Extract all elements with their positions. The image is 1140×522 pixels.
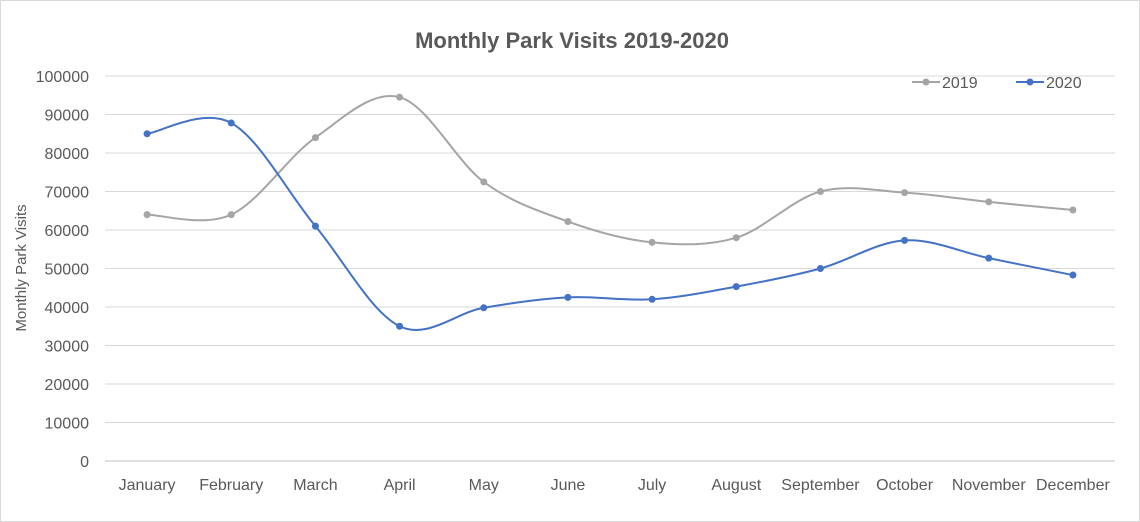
x-tick-label: May	[469, 477, 499, 494]
data-point	[648, 295, 656, 303]
data-point	[564, 218, 572, 226]
series-2019	[143, 93, 1077, 246]
data-point	[143, 211, 151, 219]
series-line	[146, 117, 1074, 332]
x-tick-label: October	[876, 477, 934, 494]
series-line	[147, 95, 1074, 246]
data-point	[1069, 206, 1077, 214]
x-tick-label: January	[119, 477, 176, 494]
legend-item-2019: 2019	[912, 75, 978, 92]
chart-title: Monthly Park Visits 2019-2020	[415, 28, 729, 53]
legend-marker	[1026, 78, 1034, 86]
x-tick-label: November	[952, 477, 1026, 494]
data-point	[564, 293, 572, 301]
data-point	[396, 322, 404, 330]
x-tick-label: March	[293, 477, 337, 494]
data-point	[985, 198, 993, 206]
y-tick-label: 40000	[45, 300, 90, 317]
x-tick-label: December	[1036, 477, 1110, 494]
y-tick-label: 70000	[45, 185, 90, 202]
y-tick-label: 50000	[45, 262, 90, 279]
y-tick-label: 20000	[45, 377, 90, 394]
series-layer	[143, 93, 1077, 332]
data-point	[901, 236, 909, 244]
y-tick-label: 0	[80, 454, 89, 471]
gridlines	[105, 75, 1115, 462]
data-point	[480, 304, 488, 312]
data-point	[816, 188, 824, 195]
y-tick-label: 60000	[45, 223, 90, 240]
data-point	[648, 238, 656, 246]
data-point	[480, 178, 488, 186]
y-tick-label: 100000	[36, 69, 89, 86]
y-tick-label: 10000	[45, 416, 90, 433]
x-tick-label: June	[551, 477, 586, 494]
legend: 2019 2020	[912, 75, 1082, 92]
legend-marker	[922, 78, 930, 86]
x-tick-label: August	[711, 477, 761, 494]
legend-label: 2019	[942, 75, 978, 92]
data-point	[311, 134, 319, 142]
x-tick-label: April	[384, 477, 416, 494]
series-2020	[143, 117, 1077, 332]
data-point	[1069, 271, 1077, 279]
legend-item-2020: 2020	[1016, 75, 1082, 92]
data-point	[732, 234, 740, 242]
data-point	[396, 93, 404, 101]
y-axis-ticks: 0 10000 20000 30000 40000 50000 60000 70000 8000…	[36, 69, 89, 471]
data-point	[985, 254, 993, 262]
x-tick-label: September	[781, 477, 860, 494]
data-point	[227, 119, 235, 127]
x-tick-label: July	[638, 477, 666, 494]
y-axis-title: Monthly Park Visits	[13, 204, 30, 331]
x-tick-label: February	[199, 477, 263, 494]
data-point	[816, 265, 824, 272]
data-point	[227, 211, 235, 219]
data-point	[311, 222, 319, 230]
y-tick-label: 90000	[45, 108, 90, 125]
data-point	[901, 189, 909, 197]
legend-label: 2020	[1046, 75, 1082, 92]
data-point	[732, 283, 740, 291]
y-tick-label: 80000	[45, 146, 90, 163]
data-point	[143, 130, 151, 138]
y-tick-label: 30000	[45, 339, 90, 356]
x-axis-ticks: January February March April May June July Augu…	[119, 477, 1111, 494]
